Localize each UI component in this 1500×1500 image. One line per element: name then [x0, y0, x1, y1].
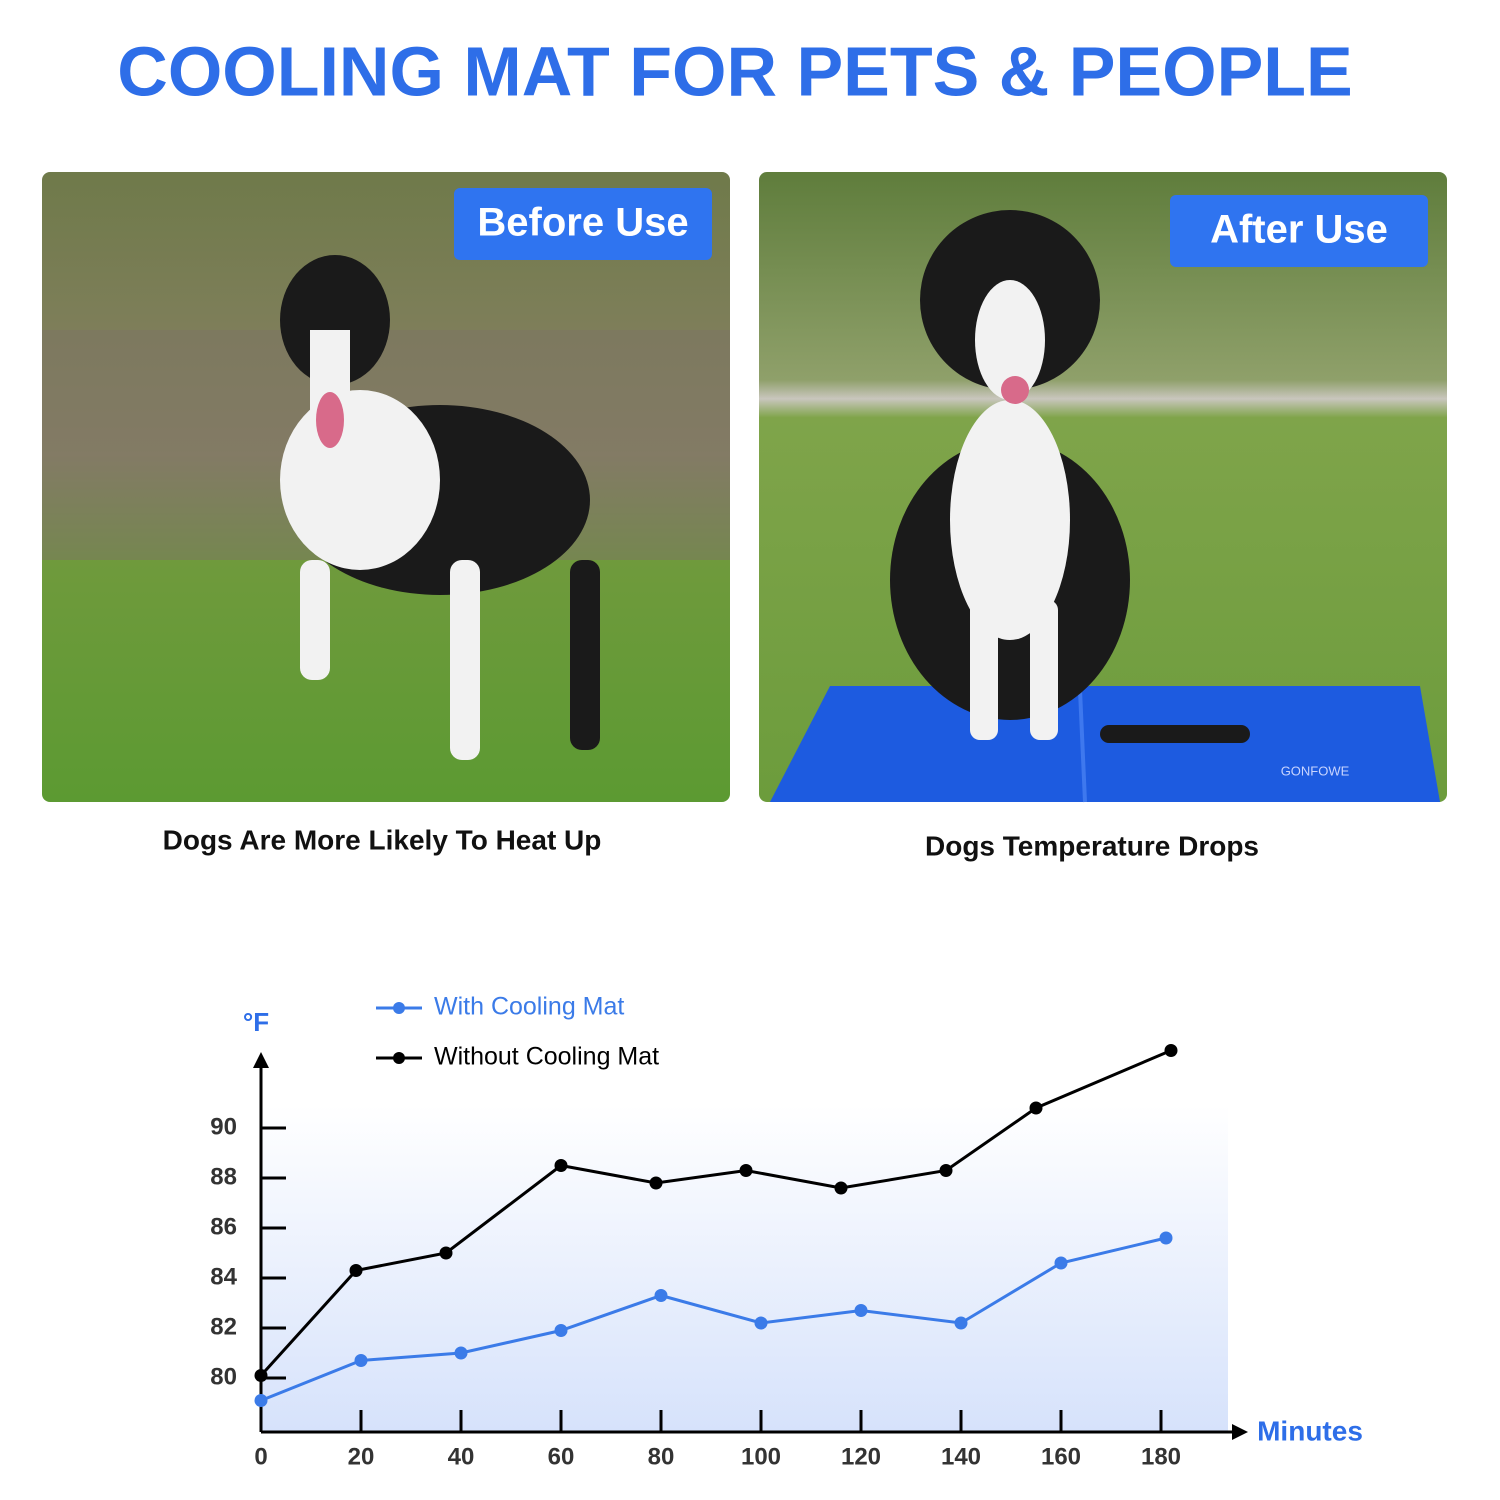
x-tick-label: 120: [841, 1443, 881, 1470]
photo-before: [42, 172, 730, 802]
data-point: [1159, 1231, 1173, 1245]
caption: Dogs Are More Likely To Heat Up: [163, 824, 602, 855]
data-point: [254, 1369, 268, 1382]
data-point: [939, 1164, 953, 1177]
badge: [1170, 195, 1428, 267]
y-tick-label: 84: [210, 1263, 237, 1290]
y-tick-label: 86: [210, 1213, 237, 1240]
x-tick-label: 20: [348, 1443, 375, 1470]
y-tick-label: 88: [210, 1163, 237, 1190]
data-point: [954, 1316, 968, 1330]
x-tick-label: 100: [741, 1443, 781, 1470]
data-point: [754, 1316, 768, 1330]
legend-marker: [393, 1002, 405, 1014]
x-tick-label: 80: [648, 1443, 675, 1470]
x-tick-label: 60: [548, 1443, 575, 1470]
data-point: [834, 1181, 848, 1195]
badge-text: Before Use: [477, 201, 688, 245]
data-point: [649, 1176, 663, 1190]
data-point: [349, 1264, 363, 1277]
legend-label: Without Cooling Mat: [434, 1043, 659, 1071]
x-tick-label: 140: [941, 1443, 981, 1470]
badge-text: After Use: [1210, 208, 1388, 252]
series-line: [260, 1236, 1167, 1402]
data-point: [1029, 1101, 1043, 1115]
data-point: [739, 1164, 753, 1177]
x-axis-arrow: [1232, 1424, 1248, 1440]
y-tick-label: 82: [210, 1313, 237, 1340]
photo-after: [759, 172, 1447, 803]
title: COOLING MAT FOR PETS & PEOPLE: [117, 32, 1352, 110]
y-axis-label: °F: [243, 1007, 269, 1037]
data-point: [1164, 1044, 1178, 1057]
x-tick-label: 180: [1141, 1443, 1181, 1470]
data-point: [554, 1324, 568, 1337]
legend-label: With Cooling Mat: [434, 993, 624, 1021]
y-axis-arrow: [253, 1052, 269, 1068]
caption: Dogs Temperature Drops: [925, 830, 1259, 861]
x-tick-label: 0: [254, 1443, 267, 1470]
data-point: [554, 1159, 568, 1172]
chart-background: [261, 1105, 1228, 1432]
x-tick-label: 40: [448, 1443, 475, 1470]
x-axis-label: Minutes: [1257, 1415, 1363, 1446]
y-tick-label: 80: [210, 1363, 237, 1390]
y-tick-label: 90: [210, 1113, 237, 1140]
data-point: [354, 1354, 368, 1367]
chart: °F Minutes 80 82 84 86 88 90 0 20 40 60 80 100 120 140 1…: [210, 993, 1363, 1471]
x-tick-label: 160: [1041, 1443, 1081, 1470]
data-point: [254, 1394, 268, 1407]
data-point: [854, 1304, 868, 1317]
data-point: [654, 1289, 668, 1302]
data-point: [454, 1346, 468, 1360]
legend-marker: [393, 1052, 405, 1064]
data-point: [439, 1246, 453, 1260]
badge: [454, 188, 712, 260]
data-point: [1054, 1256, 1068, 1270]
series-line: [259, 1049, 1172, 1377]
mat-brand: GONFOWE: [1281, 763, 1350, 778]
